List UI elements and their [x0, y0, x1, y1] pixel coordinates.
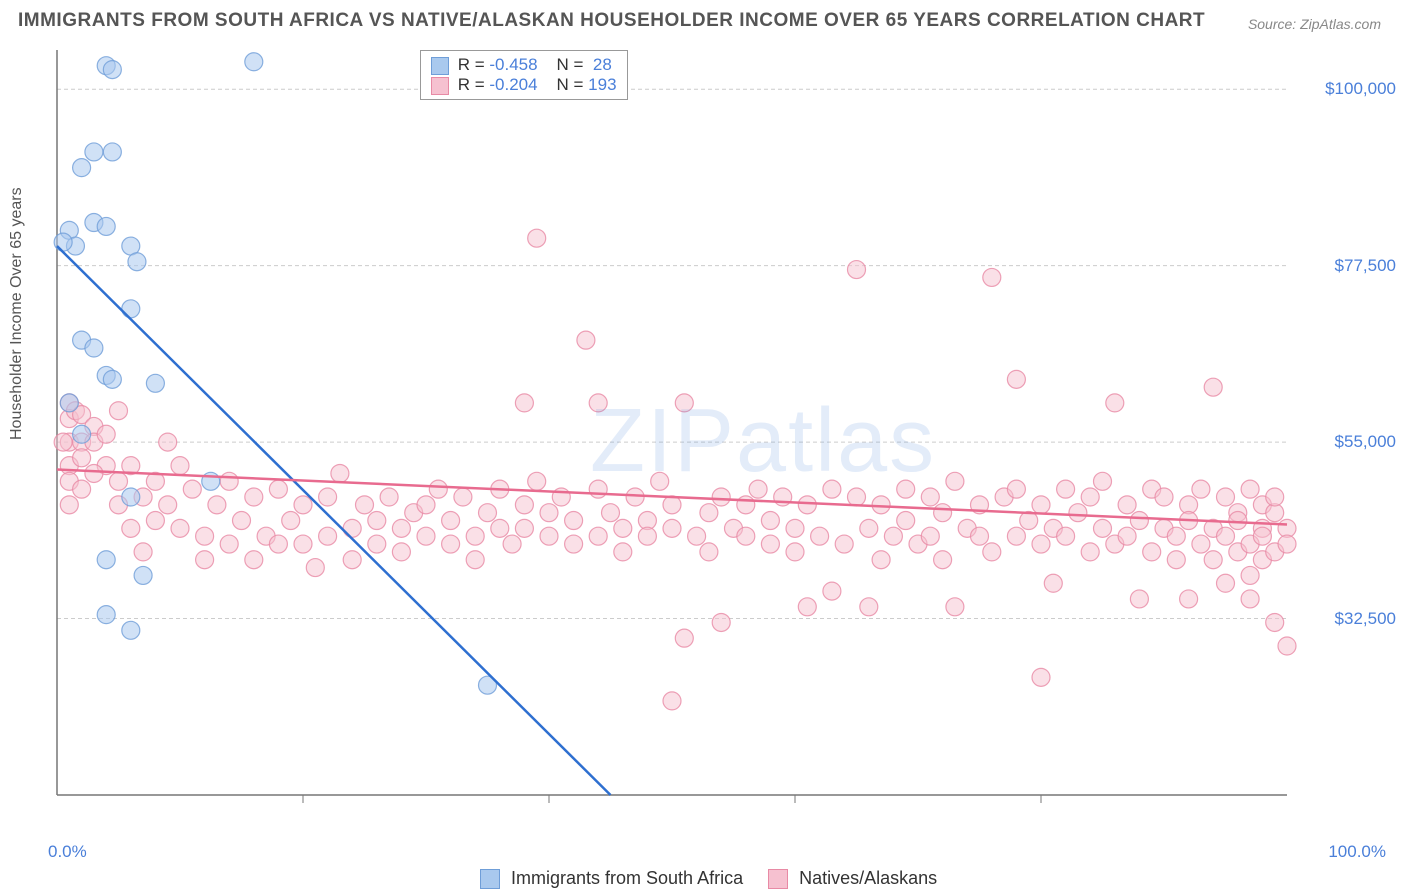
legend-row-1: R = -0.458 N = 28 [431, 55, 617, 75]
legend-swatch-blue [431, 57, 449, 75]
series-legend: Immigrants from South Africa Natives/Ala… [460, 868, 937, 889]
xtick-100: 100.0% [1328, 842, 1386, 862]
correlation-legend: R = -0.458 N = 28 R = -0.204 N = 193 [420, 50, 628, 100]
ytick-3: $100,000 [1325, 79, 1396, 99]
legend-swatch-2 [768, 869, 788, 889]
xtick-0: 0.0% [48, 842, 87, 862]
ytick-1: $55,000 [1335, 432, 1396, 452]
ytick-2: $77,500 [1335, 256, 1396, 276]
ytick-0: $32,500 [1335, 609, 1396, 629]
legend-label-1: Immigrants from South Africa [511, 868, 743, 888]
legend-swatch-1 [480, 869, 500, 889]
r-value-1: -0.458 [489, 55, 537, 74]
legend-swatch-pink [431, 77, 449, 95]
chart-title: IMMIGRANTS FROM SOUTH AFRICA VS NATIVE/A… [18, 10, 1205, 32]
y-axis-label: Householder Income Over 65 years [8, 187, 26, 440]
source-label: Source: ZipAtlas.com [1248, 16, 1381, 32]
n-value-1: 28 [588, 55, 612, 74]
n-value-2: 193 [588, 75, 616, 94]
r-value-2: -0.204 [489, 75, 537, 94]
scatter-chart [52, 45, 1382, 835]
chart-area [52, 45, 1382, 835]
legend-row-2: R = -0.204 N = 193 [431, 75, 617, 95]
legend-label-2: Natives/Alaskans [799, 868, 937, 888]
